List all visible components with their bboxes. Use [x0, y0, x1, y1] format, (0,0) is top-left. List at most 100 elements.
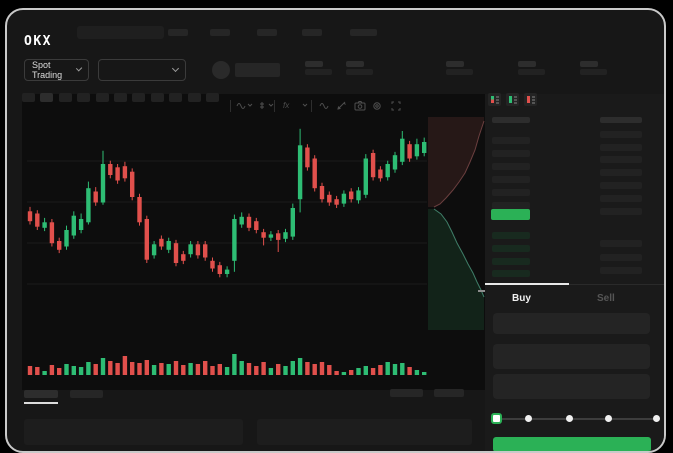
amount-input[interactable] — [493, 344, 650, 369]
nav-item-4[interactable] — [302, 29, 322, 36]
volume-bar — [261, 362, 266, 375]
buy-button[interactable] — [493, 437, 651, 451]
volume-bar — [115, 363, 120, 375]
volume-bar — [297, 358, 303, 375]
volume-bar — [370, 368, 376, 375]
wave-icon[interactable] — [319, 103, 329, 109]
timeframe-button-1[interactable] — [22, 93, 35, 102]
timeframe-button-9[interactable] — [169, 93, 183, 102]
nav-item-1[interactable] — [168, 29, 188, 36]
nav-right-item[interactable] — [350, 29, 377, 36]
camera-icon[interactable] — [354, 101, 366, 111]
search-input[interactable] — [77, 26, 164, 39]
depth-price-marker — [478, 290, 488, 292]
timeframe-button-2[interactable] — [40, 93, 54, 102]
volume-bar — [100, 358, 106, 375]
fullscreen-icon[interactable] — [391, 101, 401, 111]
volume-bar — [239, 361, 244, 375]
ob-right-row-2 — [600, 144, 642, 151]
ask-row-3[interactable] — [492, 163, 530, 170]
ask-row-1[interactable] — [492, 137, 530, 144]
volume-bar — [268, 368, 274, 375]
candle-up — [356, 187, 361, 204]
volume-bar — [188, 363, 193, 375]
volume-bar — [108, 361, 113, 375]
tab-buy[interactable]: Buy — [512, 293, 531, 304]
bid-row-4[interactable] — [492, 270, 530, 277]
stat-value-3 — [446, 69, 473, 75]
candle-down — [210, 257, 215, 272]
stat-value-1 — [305, 69, 332, 75]
volume-bar — [122, 356, 128, 375]
depth-bid-area — [428, 209, 484, 330]
candlestick-chart[interactable] — [22, 116, 432, 316]
ask-row-4[interactable] — [492, 176, 530, 183]
bottom-action-2[interactable] — [434, 389, 464, 397]
stat-label-2 — [346, 61, 364, 67]
ask-row-6[interactable] — [492, 202, 530, 209]
pair-dropdown[interactable] — [98, 59, 186, 81]
candle-down — [334, 195, 339, 208]
nav-item-2[interactable] — [210, 29, 230, 36]
bottom-tab-history[interactable] — [70, 390, 103, 398]
market-type-dropdown[interactable]: Spot Trading — [24, 59, 89, 81]
last-price-bar[interactable] — [491, 209, 530, 220]
bottom-tab-open-orders[interactable] — [24, 390, 58, 398]
volume-bar — [349, 370, 354, 375]
nav-item-3[interactable] — [257, 29, 277, 36]
volume-bar — [64, 364, 69, 375]
bid-row-2[interactable] — [492, 245, 530, 252]
line-style-icon[interactable] — [236, 103, 253, 109]
volume-bar — [254, 366, 259, 375]
slider-stop-4[interactable] — [605, 415, 612, 422]
tab-sell[interactable]: Sell — [597, 293, 615, 304]
bid-row-3[interactable] — [492, 258, 530, 265]
volume-bar — [283, 366, 288, 375]
volume-bar — [232, 354, 237, 375]
gear-icon[interactable] — [373, 102, 381, 110]
amount-slider[interactable] — [497, 418, 659, 420]
chevron-down-icon[interactable] — [302, 103, 308, 107]
bottom-action-1[interactable] — [390, 389, 423, 397]
volume-bar — [246, 363, 252, 375]
ask-row-2[interactable] — [492, 150, 530, 157]
pencil-icon[interactable] — [337, 101, 346, 110]
candle-down — [254, 217, 259, 234]
candle-down — [349, 188, 354, 203]
timeframe-button-3[interactable] — [58, 93, 72, 102]
slider-stop-2[interactable] — [525, 415, 532, 422]
candle-down — [137, 193, 142, 226]
candle-style-icon[interactable] — [260, 102, 274, 109]
total-input[interactable] — [493, 374, 650, 399]
price-input[interactable] — [493, 313, 650, 334]
volume-bar — [217, 364, 222, 375]
fx-indicator-icon[interactable]: fx — [283, 101, 290, 110]
book-asks-icon[interactable] — [524, 93, 537, 106]
depth-chart — [428, 117, 485, 330]
active-tab-indicator — [485, 283, 569, 285]
book-bids-icon[interactable] — [506, 93, 519, 106]
slider-stop-5[interactable] — [653, 415, 660, 422]
timeframe-button-7[interactable] — [132, 93, 146, 102]
ask-row-5[interactable] — [492, 189, 530, 196]
candle-up — [188, 241, 193, 258]
timeframe-button-5[interactable] — [95, 93, 109, 102]
timeframe-button-10[interactable] — [187, 93, 201, 102]
bid-row-1[interactable] — [492, 232, 530, 239]
volume-bar — [356, 368, 361, 375]
candle-down — [122, 161, 128, 182]
slider-handle[interactable] — [491, 413, 502, 424]
book-both-icon[interactable] — [488, 93, 501, 106]
timeframe-button-4[interactable] — [77, 93, 91, 102]
volume-bar — [276, 364, 281, 375]
order-book-header-left — [492, 117, 530, 123]
candle-down — [217, 261, 222, 278]
timeframe-button-6[interactable] — [114, 93, 127, 102]
slider-stop-3[interactable] — [566, 415, 573, 422]
volume-bar — [341, 372, 347, 375]
stat-label-3 — [446, 61, 464, 67]
volume-bar — [86, 362, 91, 375]
timeframe-button-11[interactable] — [206, 93, 219, 102]
bottom-table-right — [257, 419, 472, 445]
timeframe-button-8[interactable] — [150, 93, 164, 102]
